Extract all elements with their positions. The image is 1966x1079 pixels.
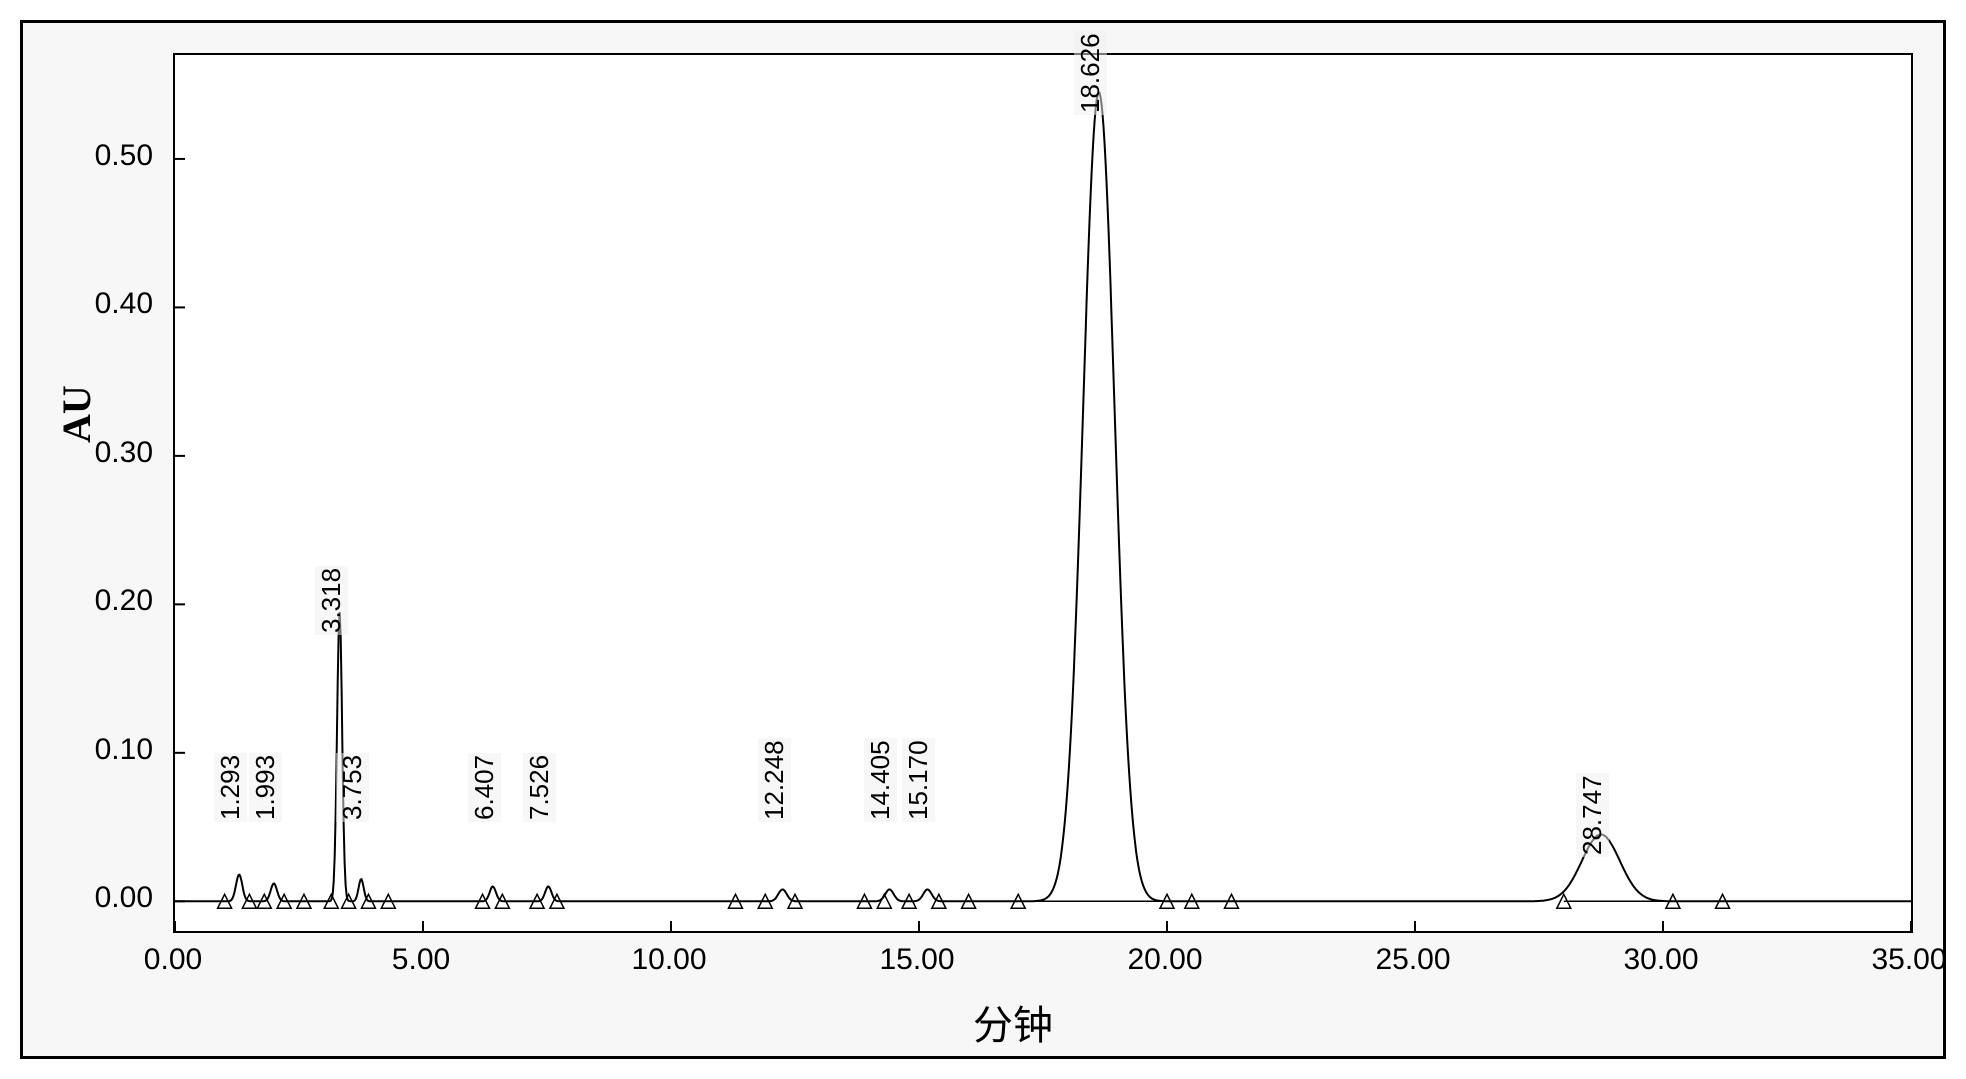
peak-label: 1.293	[214, 753, 247, 822]
y-axis-label: AU	[53, 385, 100, 443]
x-tick-label: 30.00	[1623, 943, 1698, 977]
x-tick-label: 10.00	[631, 943, 706, 977]
x-tick-label: 35.00	[1871, 943, 1946, 977]
x-axis-label: 分钟	[973, 993, 1053, 1051]
peak-label: 14.405	[864, 739, 897, 823]
outer-frame: AU 分钟 0.00 0.10 0.20 0.30 0.40 0.50 0.00 5.00 10…	[20, 20, 1946, 1059]
peak-label: 28.747	[1576, 774, 1609, 858]
y-tick-label: 0.50	[53, 139, 153, 173]
peak-label: 1.993	[249, 753, 282, 822]
peak-label: 7.526	[523, 753, 556, 822]
y-tick-label: 0.20	[53, 584, 153, 618]
peak-label: 3.753	[336, 753, 369, 822]
x-tick-label: 5.00	[392, 943, 450, 977]
y-tick-label: 0.30	[53, 436, 153, 470]
peak-label: 3.318	[315, 566, 348, 635]
peak-label: 18.626	[1074, 32, 1107, 116]
y-tick-label: 0.00	[53, 881, 153, 915]
plot-area	[173, 53, 1913, 933]
x-tick-label: 20.00	[1127, 943, 1202, 977]
y-tick-label: 0.40	[53, 287, 153, 321]
y-tick-label: 0.10	[53, 733, 153, 767]
x-tick-label: 25.00	[1375, 943, 1450, 977]
peak-label: 12.248	[758, 739, 791, 823]
x-tick-label: 0.00	[144, 943, 202, 977]
peak-label: 15.170	[902, 739, 935, 823]
chromatogram-svg	[175, 55, 1911, 931]
x-tick-label: 15.00	[879, 943, 954, 977]
peak-label: 6.407	[468, 753, 501, 822]
